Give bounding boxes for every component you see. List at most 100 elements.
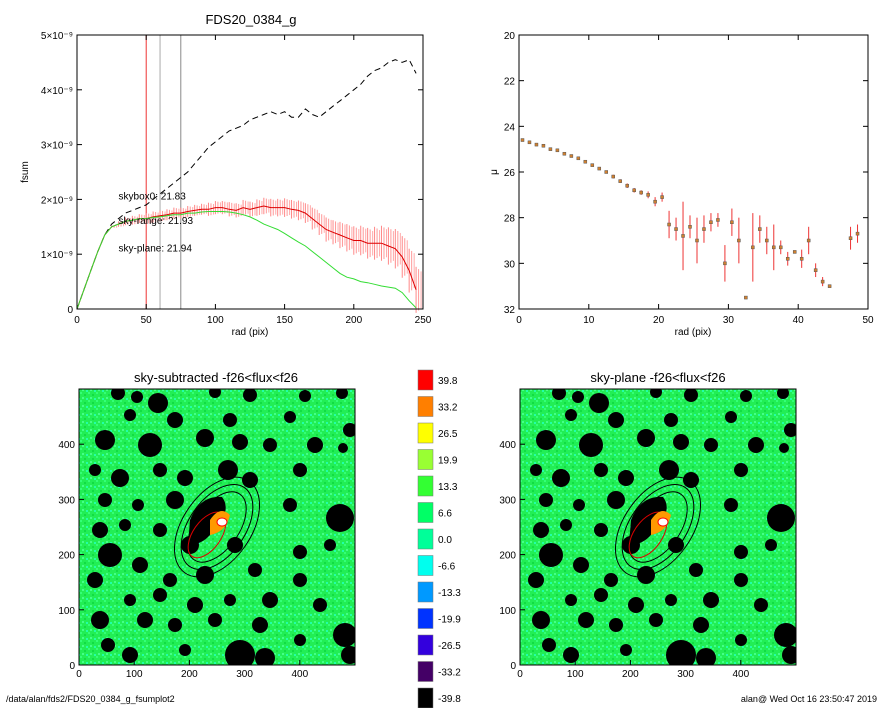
masked-source — [628, 597, 644, 613]
masked-source — [589, 393, 609, 413]
mu-point — [604, 170, 608, 174]
masked-source — [255, 648, 275, 665]
colorbar-swatch — [417, 687, 434, 708]
masked-sources-2 — [528, 389, 796, 665]
masked-source — [528, 572, 544, 588]
galaxy-center-2 — [614, 476, 702, 578]
masked-source — [132, 499, 144, 511]
masked-source — [124, 409, 136, 421]
annotations: skybox0: 21.83 sky-range: 21.93 sky-plane:… — [119, 191, 194, 254]
masked-source — [338, 443, 348, 453]
masked-source — [533, 522, 549, 538]
mu-point — [583, 159, 588, 164]
masked-source — [209, 389, 221, 398]
mu-point — [667, 222, 671, 227]
x-ticks-2: 0 10 20 30 40 50 — [516, 35, 874, 326]
x-tick-label: 400 — [732, 669, 749, 680]
masked-source — [89, 464, 101, 476]
x-tick-label: 30 — [723, 315, 735, 326]
masked-source — [539, 543, 563, 567]
y-tick-label: 2×10⁻⁹ — [41, 195, 73, 206]
masked-source — [168, 618, 182, 632]
mu-point — [625, 183, 629, 188]
masked-source — [668, 537, 684, 553]
y-tick-label: 24 — [504, 122, 516, 133]
masked-source — [563, 647, 579, 663]
masked-source — [650, 389, 662, 398]
masked-source — [594, 463, 608, 477]
masked-source — [299, 390, 311, 402]
masked-source — [673, 434, 689, 450]
masked-source — [782, 646, 796, 664]
colorbar: 39.8 33.2 26.5 19.9 13.3 6.6 0.0 -6.6 -13.3 -19.9… — [417, 369, 461, 708]
y-tick-label: 20 — [504, 31, 516, 42]
colorbar-label: 13.3 — [438, 482, 458, 493]
masked-source — [224, 594, 236, 606]
masked-sources — [87, 389, 355, 665]
masked-source — [294, 634, 306, 646]
masked-source — [293, 573, 307, 587]
mu-point — [681, 234, 685, 238]
masked-source — [98, 493, 112, 507]
masked-source — [665, 594, 677, 606]
y-tick-label: 200 — [58, 551, 75, 562]
mu-point — [730, 220, 734, 224]
mu-point — [792, 250, 797, 254]
sky-subtracted-title: sky-subtracted -f26<flux<f26 — [134, 370, 298, 385]
x-ticks-3: 0 100 200 300 400 — [76, 660, 309, 680]
masked-source — [607, 491, 625, 509]
masked-source — [343, 423, 355, 437]
masked-source — [659, 460, 679, 480]
masked-source — [248, 563, 262, 577]
masked-source — [98, 543, 122, 567]
mu-point — [653, 199, 657, 204]
masked-source — [333, 623, 355, 647]
y-tick-label: 4×10⁻⁹ — [41, 86, 73, 97]
masked-source — [336, 389, 348, 399]
masked-source — [324, 539, 336, 551]
masked-source — [138, 433, 162, 457]
masked-source — [196, 566, 214, 584]
masked-source — [784, 423, 796, 437]
y-tick-label: 32 — [504, 305, 516, 316]
masked-source — [307, 437, 323, 453]
mu-points — [520, 138, 860, 300]
masked-source — [734, 545, 748, 559]
y-tick-label: 5×10⁻⁹ — [41, 31, 73, 42]
mu-point — [618, 179, 622, 183]
image-frame-2 — [519, 388, 797, 666]
masked-source — [208, 613, 222, 627]
colorbar-swatch — [417, 581, 434, 603]
masked-source — [573, 499, 585, 511]
masked-source — [689, 563, 703, 577]
masked-source — [777, 389, 789, 399]
masked-source — [243, 389, 257, 402]
x-tick-label: 0 — [76, 669, 82, 680]
x-tick-label: 200 — [345, 315, 362, 326]
masked-source — [536, 430, 556, 450]
sky-plane-image: sky-plane -f26<flux<f26 0 100 200 300 400 0 1… — [499, 370, 797, 680]
colorbar-label: 19.9 — [438, 456, 458, 467]
masked-source — [218, 460, 238, 480]
y-tick-label: 400 — [499, 440, 516, 451]
masked-source — [579, 433, 603, 457]
colorbar-swatch — [417, 502, 434, 523]
masked-source — [734, 573, 748, 587]
annotation-0: skybox0: 21.83 — [119, 191, 187, 202]
y-axis-label: fsum — [20, 161, 31, 183]
masked-source — [223, 413, 237, 427]
y-ticks-3: 0 100 200 300 400 — [58, 440, 84, 672]
plot-frame — [76, 34, 424, 310]
colorbar-label: -26.5 — [438, 641, 461, 652]
mu-point — [820, 279, 825, 284]
masked-source — [263, 438, 277, 452]
masked-source — [153, 463, 167, 477]
colorbar-label: 33.2 — [438, 403, 458, 414]
mu-plot: 0 10 20 30 40 50 20 22 24 26 28 30 32 rad (pix) μ — [489, 31, 874, 338]
mu-point — [744, 295, 748, 300]
y-tick-label: 26 — [504, 168, 516, 179]
mu-point — [674, 227, 678, 231]
masked-source — [242, 472, 258, 488]
masked-source — [293, 463, 307, 477]
masked-source — [578, 612, 594, 628]
